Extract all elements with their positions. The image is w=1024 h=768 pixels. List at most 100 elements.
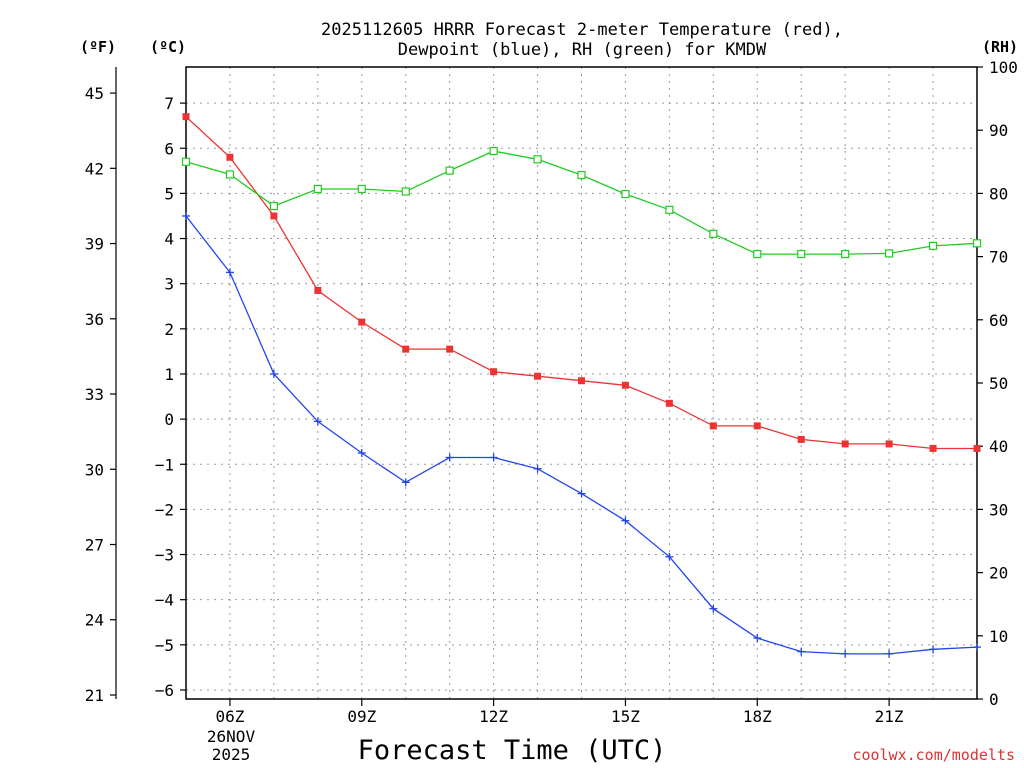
temperature-point: [534, 372, 542, 380]
dewpoint-point: [182, 211, 190, 220]
celsius-tick-label: 1: [164, 365, 174, 384]
temperature-point: [709, 422, 717, 430]
rh-point: [357, 184, 366, 194]
rh-point: [709, 229, 718, 238]
rh-tick-label: 50: [989, 374, 1008, 393]
temperature-point: [578, 377, 585, 385]
x-tick-label: 12Z: [479, 707, 508, 726]
rh-tick-label: 60: [989, 311, 1008, 330]
fahrenheit-tick-label: 30: [85, 460, 104, 479]
rh-point: [313, 184, 322, 194]
fahrenheit-tick-label: 21: [85, 686, 104, 705]
rh-tick-label: 40: [989, 437, 1008, 456]
temperature-point: [314, 286, 322, 294]
fahrenheit-tick-label: 45: [85, 84, 104, 103]
temperature-point: [885, 440, 893, 448]
rh-tick-label: 100: [989, 58, 1018, 77]
celsius-tick-label: −4: [155, 591, 174, 610]
rh-point: [972, 239, 982, 248]
celsius-tick-label: −5: [155, 636, 174, 655]
rh-tick-label: 80: [989, 184, 1008, 203]
temperature-point: [929, 444, 937, 452]
date-label-year: 2025: [212, 745, 251, 764]
temperature-point: [358, 318, 366, 326]
rh-point: [533, 155, 542, 164]
dewpoint-point: [445, 453, 454, 462]
x-tick-label: 18Z: [743, 707, 772, 726]
rh-point: [797, 249, 806, 259]
dewpoint-point: [841, 649, 850, 658]
celsius-tick-label: −6: [155, 681, 174, 700]
x-axis-title: Forecast Time (UTC): [358, 735, 667, 766]
series-layer: [181, 113, 982, 658]
rh-tick-label: 20: [989, 564, 1008, 583]
x-tick-label: 21Z: [875, 707, 904, 726]
dewpoint-point: [489, 453, 498, 462]
dewpoint-point: [313, 417, 322, 426]
rh-point: [489, 146, 498, 156]
rh-point: [401, 187, 410, 196]
x-tick-label: 15Z: [611, 707, 640, 726]
rh-tick-label: 70: [989, 248, 1008, 267]
temperature-point: [841, 440, 849, 448]
temperature-point: [446, 345, 454, 353]
dewpoint-point: [973, 643, 981, 652]
rh-tick-label: 90: [989, 121, 1008, 140]
chart-title-line2: Dewpoint (blue), RH (green) for KMDW: [398, 40, 767, 60]
x-tick-label: 06Z: [215, 707, 244, 726]
rh-point: [577, 170, 586, 180]
temperature-point: [226, 153, 234, 161]
temperature-point: [973, 444, 981, 452]
rh-tick-label: 30: [989, 500, 1008, 519]
dewpoint-point: [929, 645, 938, 654]
dewpoint-point: [225, 268, 234, 277]
rh-point: [665, 205, 674, 214]
rh-point: [181, 157, 191, 166]
celsius-tick-label: −1: [155, 455, 174, 474]
fahrenheit-tick-label: 42: [85, 159, 104, 178]
fahrenheit-tick-label: 39: [85, 235, 104, 254]
celsius-tick-label: 3: [164, 275, 174, 294]
rh-point: [841, 249, 850, 259]
rh-point: [225, 170, 235, 179]
celsius-tick-label: 7: [164, 94, 174, 113]
dewpoint-point: [665, 552, 674, 561]
rh-unit-label: (RH): [982, 38, 1018, 56]
celsius-tick-label: 2: [164, 320, 174, 339]
x-tick-label: 09Z: [347, 707, 376, 726]
dewpoint-point: [357, 448, 366, 457]
rh-tick-label: 0: [989, 690, 999, 709]
celsius-tick-label: 4: [164, 230, 174, 249]
temperature-point: [621, 381, 629, 389]
rh-point: [753, 249, 762, 259]
fahrenheit-tick-label: 33: [85, 385, 104, 404]
dewpoint-point: [577, 489, 586, 498]
dewpoint-point: [621, 516, 630, 525]
dewpoint-point: [885, 649, 894, 658]
temperature-point: [797, 435, 805, 443]
dewpoint-line: [185, 215, 978, 655]
dewpoint-point: [753, 634, 762, 643]
temperature-point: [270, 212, 278, 220]
rh-point: [885, 249, 894, 258]
celsius-unit-label: (ºC): [150, 38, 186, 56]
temperature-point: [182, 113, 190, 121]
fahrenheit-unit-label: (ºF): [80, 38, 116, 56]
rh-point: [621, 189, 630, 199]
celsius-tick-label: 6: [164, 139, 174, 158]
rh-point: [269, 201, 278, 211]
dewpoint-point: [533, 464, 542, 473]
dewpoint-point: [401, 478, 410, 487]
date-label-day: 26NOV: [207, 727, 256, 746]
chart-title-line1: 2025112605 HRRR Forecast 2-meter Tempera…: [321, 20, 843, 40]
dewpoint-point: [797, 647, 806, 656]
watermark: coolwx.com/modelts: [852, 746, 1015, 764]
dewpoint-point: [269, 369, 278, 378]
celsius-tick-label: −2: [155, 500, 174, 519]
temperature-point: [665, 399, 673, 407]
rh-tick-label: 10: [989, 627, 1008, 646]
dewpoint-point: [709, 604, 718, 613]
temperature-point: [753, 422, 761, 430]
